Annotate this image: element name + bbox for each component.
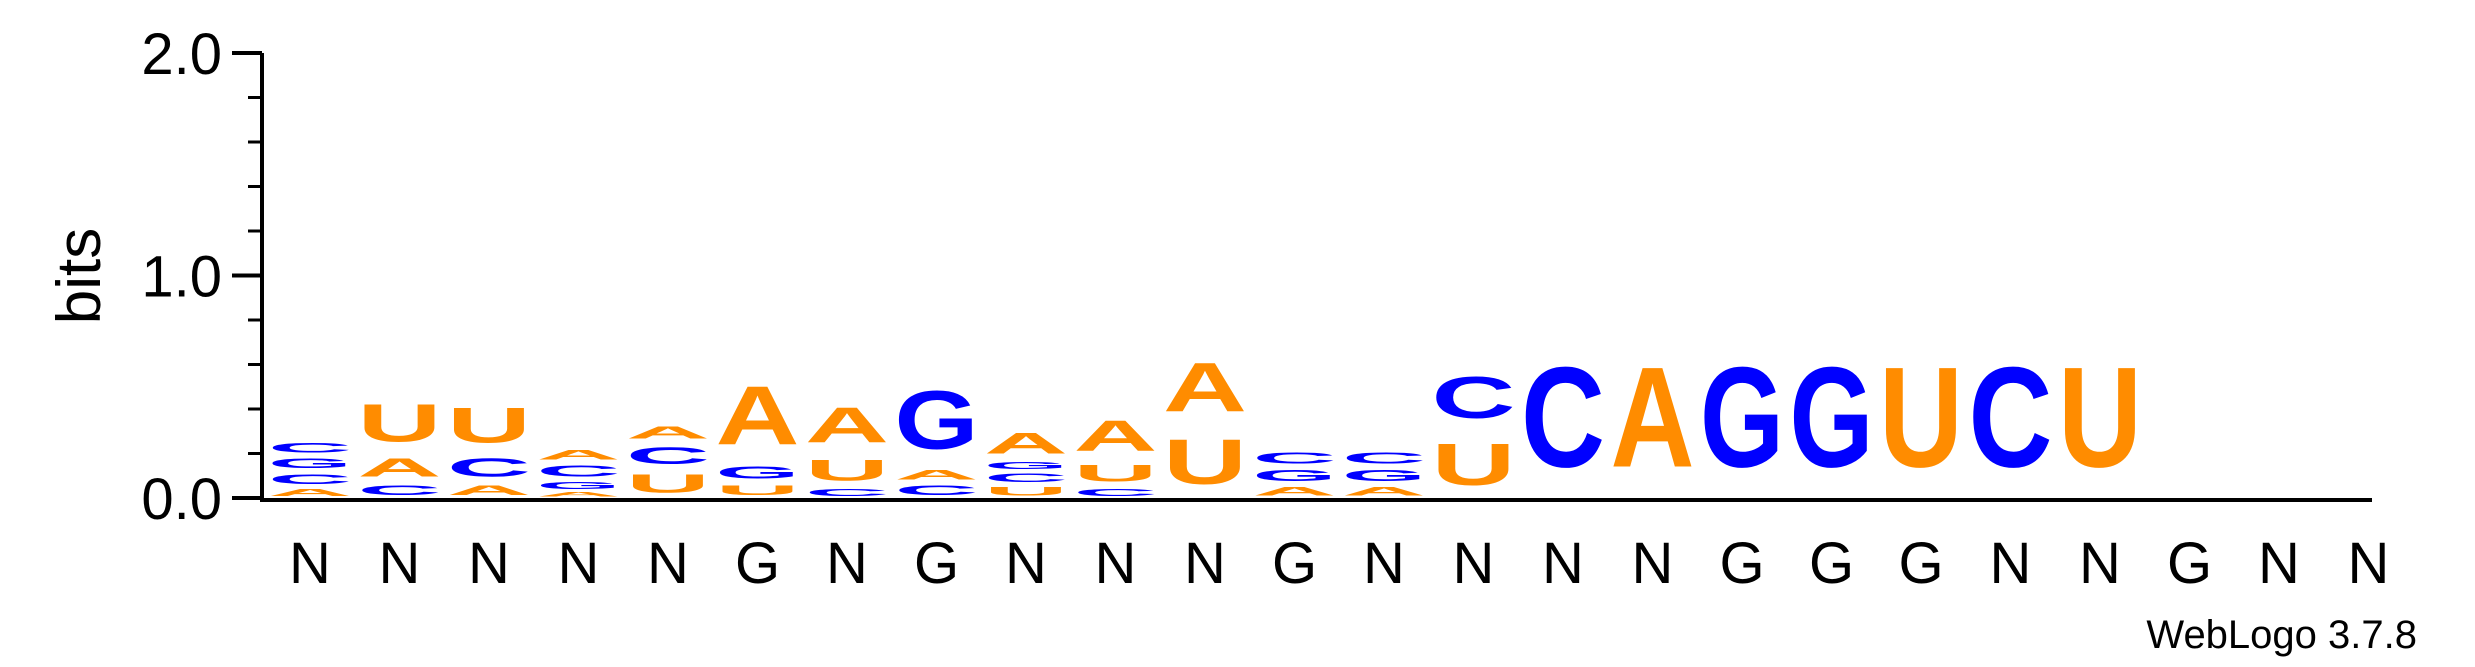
logo-letter-C: C <box>1342 449 1426 467</box>
logo-letter-G: G <box>537 480 621 491</box>
y-tick-label: 2.0 <box>141 22 222 87</box>
logo-letter-G: G <box>716 463 800 483</box>
logo-letter-A: A <box>1342 485 1426 498</box>
logo-letter-G: G <box>1790 337 1874 497</box>
x-tick-label: N <box>468 531 510 596</box>
logo-letter-A: A <box>447 482 531 498</box>
logo-letter-U: U <box>805 453 889 486</box>
y-tick-label: 0.0 <box>141 467 222 532</box>
logo-letter-A: A <box>1611 337 1695 497</box>
logo-letter-A: A <box>1163 349 1247 427</box>
logo-letter-C: C <box>1521 337 1605 497</box>
logo-letter-U: U <box>447 398 531 454</box>
logo-letter-C: C <box>1432 364 1516 431</box>
x-tick-label: N <box>2079 531 2121 596</box>
logo-letter-C: C <box>537 462 621 480</box>
x-tick-label: N <box>1453 531 1495 596</box>
logo-letter-A: A <box>537 447 621 463</box>
x-tick-label: N <box>558 531 600 596</box>
logo-letter-A: A <box>1253 485 1337 498</box>
x-tick-label: G <box>1898 531 1943 596</box>
x-tick-label: G <box>1809 531 1854 596</box>
logo-letter-C: C <box>1969 337 2053 497</box>
logo-letter-U: U <box>358 394 442 454</box>
logo-letter-C: C <box>1074 487 1158 498</box>
logo-letter-U: U <box>1879 337 1963 497</box>
y-ticks: 0.0 1.0 2.0 <box>141 22 262 532</box>
logo-letter-C: C <box>268 440 352 456</box>
x-tick-label: G <box>1719 531 1764 596</box>
logo-letter-U: U <box>1432 431 1516 498</box>
logo-letter-A: A <box>626 422 710 442</box>
logo-letter-G: G <box>895 374 979 467</box>
logo-letter-U: U <box>716 482 800 498</box>
x-tick-label: N <box>1990 531 2032 596</box>
logo-letter-A: A <box>716 369 800 462</box>
logo-letter-U: U <box>1074 460 1158 487</box>
x-tick-label: N <box>2348 531 2390 596</box>
logo-letter-A: A <box>895 467 979 483</box>
x-tick-label: G <box>2167 531 2212 596</box>
logo-letter-U: U <box>984 485 1068 498</box>
logo-letter-A: A <box>268 487 352 498</box>
x-tick-label: N <box>1542 531 1584 596</box>
logo-letter-C: C <box>358 482 442 498</box>
x-tick-label: N <box>1363 531 1405 596</box>
logo-letter-G: G <box>1700 337 1784 497</box>
x-tick-label: N <box>647 531 689 596</box>
weblogo-credit: WebLogo 3.7.8 <box>2146 613 2417 657</box>
x-tick-label: N <box>1005 531 1047 596</box>
logo-letter-C: C <box>805 487 889 498</box>
x-tick-label: N <box>1632 531 1674 596</box>
logo-letter-C: C <box>268 471 352 487</box>
y-axis-label: bits <box>45 228 114 324</box>
logo-letter-C: C <box>984 471 1068 484</box>
logo-letter-G: G <box>1342 467 1426 485</box>
logo-letter-U: U <box>1163 426 1247 497</box>
logo-letter-A: A <box>358 453 442 482</box>
logo-letter-C: C <box>895 482 979 498</box>
logo-letter-G: G <box>268 456 352 472</box>
logo-letter-G: G <box>984 460 1068 471</box>
x-tick-label: N <box>1095 531 1137 596</box>
logo-letter-C: C <box>447 453 531 482</box>
logo-letter-G: G <box>1253 467 1337 485</box>
y-tick-label: 1.0 <box>141 245 222 310</box>
logo-letter-A: A <box>805 398 889 454</box>
logo-letter-C: C <box>626 442 710 469</box>
x-tick-label: G <box>735 531 780 596</box>
logo-letter-C: C <box>1253 449 1337 467</box>
x-tick-label: G <box>914 531 959 596</box>
x-tick-label: N <box>289 531 331 596</box>
logo-letter-A: A <box>1074 411 1158 460</box>
logo-letter-A: A <box>537 491 621 498</box>
x-tick-label: N <box>379 531 421 596</box>
x-tick-label: N <box>2258 531 2300 596</box>
logo-letter-U: U <box>2058 337 2142 497</box>
x-tick-label: N <box>826 531 868 596</box>
x-tick-label: N <box>1184 531 1226 596</box>
logo-letter-A: A <box>984 427 1068 460</box>
logo-letter-U: U <box>626 469 710 498</box>
x-tick-label: G <box>1272 531 1317 596</box>
